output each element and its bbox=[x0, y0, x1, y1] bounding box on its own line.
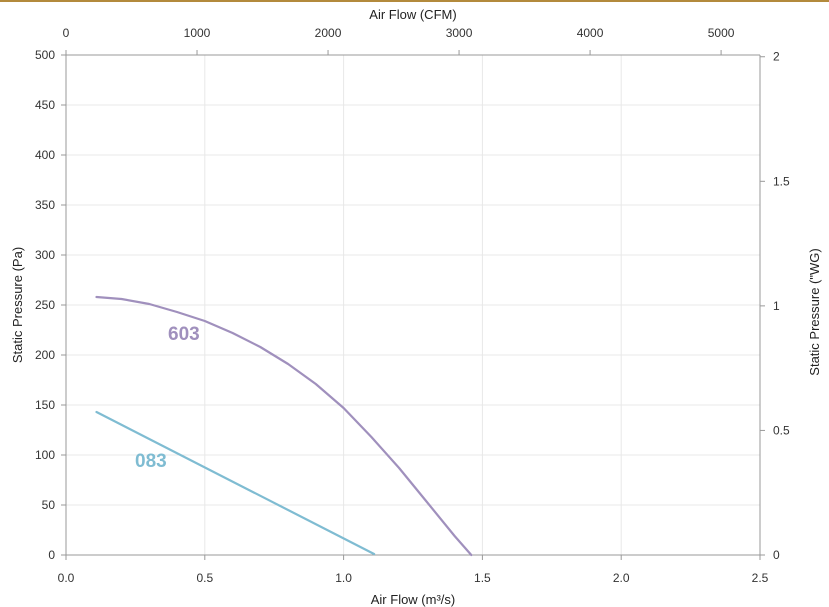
x-axis-bottom-tick-label: 0.0 bbox=[58, 571, 75, 585]
y-axis-left-title: Static Pressure (Pa) bbox=[10, 247, 25, 363]
x-axis-top-title: Air Flow (CFM) bbox=[369, 7, 456, 22]
x-axis-bottom-tick-label: 2.5 bbox=[752, 571, 769, 585]
x-axis-top-tick-label: 3000 bbox=[446, 26, 473, 40]
x-axis-bottom-title: Air Flow (m³/s) bbox=[371, 592, 456, 607]
x-axis-top-tick-label: 5000 bbox=[708, 26, 735, 40]
header-accent-bar bbox=[0, 0, 829, 2]
x-axis-top-tick-label: 2000 bbox=[315, 26, 342, 40]
series-line-083 bbox=[95, 410, 376, 556]
y-axis-right-tick-label: 0.5 bbox=[773, 423, 790, 437]
y-axis-left-tick-label: 250 bbox=[35, 298, 55, 312]
y-axis-right-title: Static Pressure ("WG) bbox=[807, 248, 822, 375]
y-axis-right-tick-label: 1.5 bbox=[773, 174, 790, 188]
series-line-603 bbox=[95, 295, 473, 557]
x-axis-bottom-tick-label: 0.5 bbox=[196, 571, 213, 585]
grid-layer bbox=[65, 54, 761, 556]
series-layer bbox=[95, 295, 473, 557]
y-axis-left-tick-label: 200 bbox=[35, 348, 55, 362]
x-axis-bottom-tick-label: 1.0 bbox=[335, 571, 352, 585]
y-axis-left-tick-label: 500 bbox=[35, 48, 55, 62]
x-axis-bottom-tick-label: 1.5 bbox=[474, 571, 491, 585]
x-axis-top-tick-label: 0 bbox=[63, 26, 70, 40]
y-axis-left-tick-label: 300 bbox=[35, 248, 55, 262]
y-axis-left-tick-label: 0 bbox=[48, 548, 55, 562]
x-axis-top-tick-label: 4000 bbox=[577, 26, 604, 40]
y-axis-right-tick-label: 0 bbox=[773, 548, 780, 562]
y-axis-left-tick-label: 450 bbox=[35, 98, 55, 112]
x-axis-bottom-tick-label: 2.0 bbox=[613, 571, 630, 585]
series-label-603: 603 bbox=[168, 324, 200, 345]
y-axis-left-tick-label: 400 bbox=[35, 148, 55, 162]
series-label-083: 083 bbox=[135, 451, 167, 472]
labels-layer: 603 083 bbox=[135, 324, 200, 472]
y-axis-right-tick-label: 2 bbox=[773, 50, 780, 64]
y-axis-right-tick-label: 1 bbox=[773, 299, 780, 313]
y-axis-left-tick-label: 350 bbox=[35, 198, 55, 212]
y-axis-left-tick-label: 100 bbox=[35, 448, 55, 462]
y-axis-left-tick-label: 50 bbox=[42, 498, 56, 512]
y-axis-left-tick-label: 150 bbox=[35, 398, 55, 412]
axes-layer: 0.0 0.5 1.0 1.5 2.0 2.50 1000 2000 3000 4000 50000… bbox=[35, 26, 790, 585]
x-axis-top-tick-label: 1000 bbox=[184, 26, 211, 40]
